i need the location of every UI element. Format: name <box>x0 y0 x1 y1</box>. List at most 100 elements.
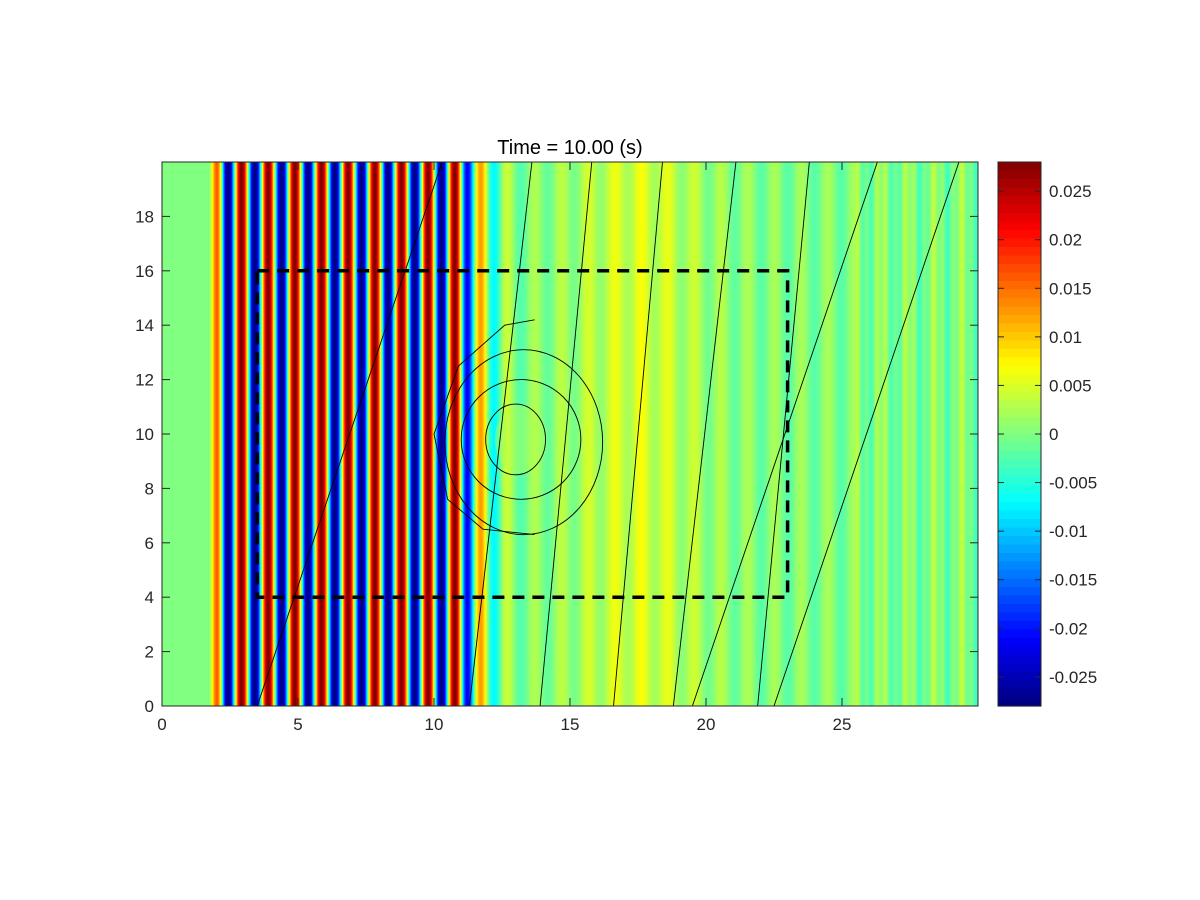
heatmap-column <box>321 162 323 706</box>
heatmap-column <box>520 162 522 706</box>
heatmap-column <box>806 162 808 706</box>
heatmap-column <box>797 162 799 706</box>
heatmap-column <box>799 162 801 706</box>
heatmap-column <box>306 162 308 706</box>
colorbar-segment <box>998 680 1041 690</box>
heatmap-column <box>459 162 461 706</box>
heatmap-column <box>791 162 793 706</box>
heatmap-column <box>543 162 545 706</box>
heatmap-column <box>595 162 597 706</box>
heatmap-column <box>620 162 622 706</box>
heatmap-column <box>802 162 804 706</box>
heatmap-column <box>699 162 701 706</box>
heatmap-column <box>417 162 419 706</box>
colorbar-tick-label: 0.015 <box>1049 279 1092 298</box>
heatmap-column <box>774 162 776 706</box>
heatmap-column <box>234 162 236 706</box>
heatmap-column <box>789 162 791 706</box>
heatmap-column <box>380 162 382 706</box>
heatmap-column <box>238 162 240 706</box>
heatmap-column <box>615 162 617 706</box>
heatmap-column <box>761 162 763 706</box>
heatmap-column <box>737 162 739 706</box>
heatmap-column <box>892 162 894 706</box>
heatmap-column <box>733 162 735 706</box>
heatmap-column <box>274 162 276 706</box>
heatmap-column <box>472 162 474 706</box>
colorbar-segment <box>998 519 1041 529</box>
heatmap-column <box>471 162 473 706</box>
heatmap-column <box>851 162 853 706</box>
heatmap-column <box>345 162 347 706</box>
heatmap-column <box>720 162 722 706</box>
heatmap-column <box>782 162 784 706</box>
heatmap-column <box>951 162 953 706</box>
heatmap-column <box>381 162 383 706</box>
heatmap-column <box>665 162 667 706</box>
heatmap-column <box>664 162 666 706</box>
heatmap-column <box>839 162 841 706</box>
heatmap-column <box>426 162 428 706</box>
heatmap-column <box>287 162 289 706</box>
x-tick-label: 15 <box>561 715 580 734</box>
heatmap-column <box>536 162 538 706</box>
heatmap-column <box>914 162 916 706</box>
heatmap-column <box>578 162 580 706</box>
heatmap-column <box>342 162 344 706</box>
heatmap-column <box>448 162 450 706</box>
heatmap-column <box>917 162 919 706</box>
heatmap-column <box>513 162 515 706</box>
heatmap-column <box>232 162 234 706</box>
heatmap-column <box>313 162 315 706</box>
heatmap-column <box>859 162 861 706</box>
heatmap-column <box>814 162 816 706</box>
heatmap-column <box>954 162 956 706</box>
heatmap-column <box>505 162 507 706</box>
colorbar-segment <box>998 672 1041 682</box>
heatmap-column <box>353 162 355 706</box>
heatmap-column <box>447 162 449 706</box>
heatmap-column <box>384 162 386 706</box>
heatmap-column <box>903 162 905 706</box>
heatmap-column <box>275 162 277 706</box>
heatmap-column <box>964 162 966 706</box>
heatmap-column <box>926 162 928 706</box>
colorbar-segment <box>998 425 1041 435</box>
heatmap-column <box>968 162 970 706</box>
heatmap-column <box>931 162 933 706</box>
heatmap-column <box>552 162 554 706</box>
heatmap-column <box>562 162 564 706</box>
heatmap-column <box>916 162 918 706</box>
heatmap-column <box>622 162 624 706</box>
heatmap-column <box>860 162 862 706</box>
heatmap-column <box>191 162 193 706</box>
heatmap-column <box>270 162 272 706</box>
heatmap-column <box>832 162 834 706</box>
colorbar-segment <box>998 281 1041 291</box>
heatmap-column <box>659 162 661 706</box>
heatmap-column <box>173 162 175 706</box>
heatmap-column <box>434 162 436 706</box>
heatmap-column <box>919 162 921 706</box>
heatmap-column <box>553 162 555 706</box>
heatmap-column <box>714 162 716 706</box>
heatmap-column <box>185 162 187 706</box>
heatmap-column <box>698 162 700 706</box>
heatmap-column <box>411 162 413 706</box>
colorbar-segment <box>998 400 1041 410</box>
heatmap-column <box>823 162 825 706</box>
colorbar-segment <box>998 272 1041 282</box>
y-tick-label: 18 <box>135 207 154 226</box>
heatmap-column <box>363 162 365 706</box>
heatmap-column <box>220 162 222 706</box>
heatmap-column <box>956 162 958 706</box>
heatmap-column <box>501 162 503 706</box>
heatmap-column <box>609 162 611 706</box>
heatmap-column <box>634 162 636 706</box>
heatmap-column <box>769 162 771 706</box>
heatmap-column <box>842 162 844 706</box>
heatmap-column <box>727 162 729 706</box>
heatmap-column <box>589 162 591 706</box>
heatmap-column <box>408 162 410 706</box>
heatmap-column <box>581 162 583 706</box>
